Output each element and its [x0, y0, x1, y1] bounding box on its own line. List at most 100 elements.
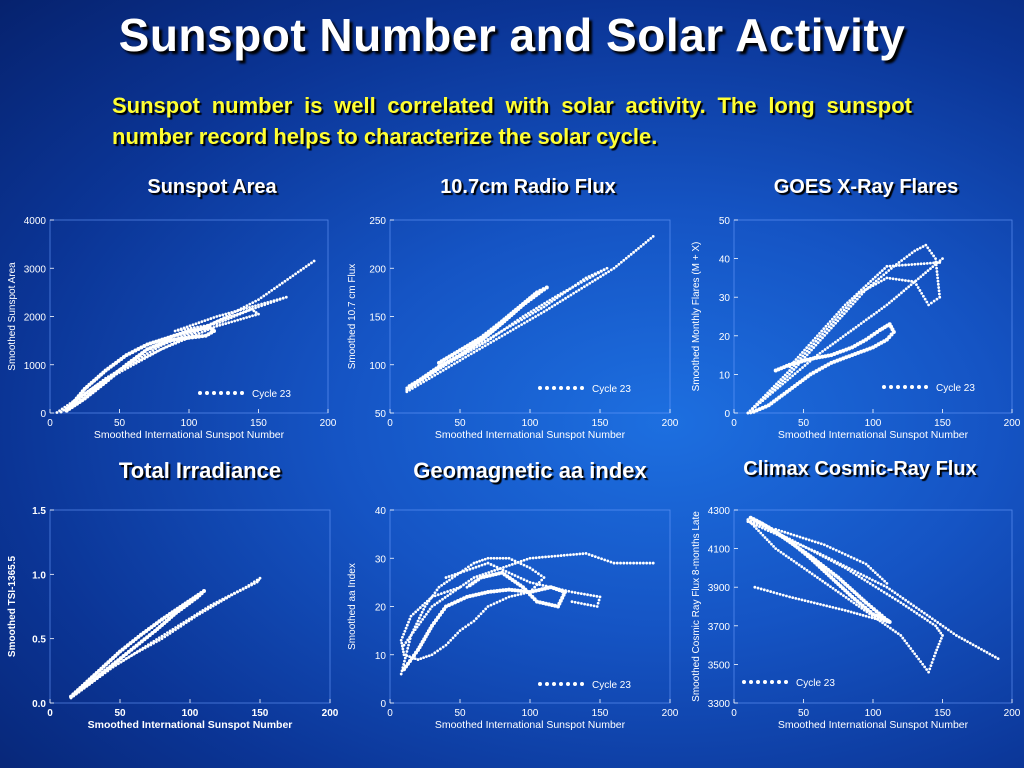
- data-point: [511, 328, 515, 331]
- data-point: [825, 544, 829, 548]
- data-point: [430, 375, 434, 379]
- data-point: [244, 310, 248, 314]
- data-point: [619, 260, 623, 264]
- data-point: [857, 605, 861, 608]
- data-point: [523, 321, 526, 325]
- data-point: [418, 616, 421, 620]
- data-point: [918, 613, 921, 617]
- data-point: [598, 595, 602, 599]
- data-point: [101, 673, 104, 677]
- data-point: [283, 279, 287, 283]
- y-tick-label: 3300: [708, 699, 731, 710]
- data-point: [596, 276, 600, 280]
- data-point: [212, 325, 216, 329]
- data-point: [923, 297, 927, 301]
- data-point: [828, 546, 832, 549]
- data-point: [136, 347, 141, 352]
- data-point: [607, 270, 611, 273]
- data-point: [882, 584, 886, 588]
- data-point: [212, 316, 216, 319]
- data-point: [196, 325, 199, 329]
- data-point: [901, 263, 904, 267]
- data-point: [190, 617, 194, 621]
- data-point: [828, 320, 832, 323]
- data-point: [596, 601, 600, 605]
- data-point: [797, 563, 801, 567]
- data-point: [467, 565, 470, 569]
- data-point: [257, 305, 260, 309]
- data-point: [855, 292, 859, 296]
- data-point: [554, 586, 558, 590]
- data-point: [138, 358, 142, 362]
- data-point: [807, 538, 811, 542]
- legend-marker: [226, 391, 230, 395]
- data-point: [807, 343, 811, 347]
- data-point: [124, 657, 128, 661]
- data-point: [575, 552, 579, 556]
- data-point: [481, 609, 485, 613]
- data-point: [781, 382, 785, 386]
- data-point: [788, 369, 791, 372]
- data-point: [439, 592, 443, 596]
- data-point: [77, 690, 81, 694]
- data-point: [835, 313, 839, 316]
- data-point: [957, 635, 961, 639]
- data-point: [908, 253, 911, 257]
- data-point: [934, 257, 937, 260]
- legend-marker: [552, 682, 556, 686]
- data-point: [934, 651, 937, 655]
- data-point: [810, 539, 814, 543]
- data-point: [531, 568, 535, 572]
- data-point: [823, 354, 828, 359]
- data-point: [827, 325, 831, 329]
- data-point: [165, 633, 169, 637]
- data-point: [551, 586, 555, 589]
- data-point: [135, 359, 139, 363]
- data-point: [642, 561, 645, 565]
- data-point: [844, 333, 848, 337]
- data-point: [902, 257, 906, 260]
- data-point: [489, 603, 493, 607]
- data-point: [746, 411, 750, 415]
- data-point: [827, 556, 831, 560]
- data-point: [467, 354, 470, 357]
- data-point: [777, 528, 781, 532]
- data-point: [772, 591, 776, 594]
- y-tick-label: 4100: [708, 545, 731, 556]
- data-point: [184, 335, 188, 339]
- data-point: [930, 661, 934, 664]
- data-point: [766, 403, 771, 408]
- data-point: [834, 588, 838, 592]
- data-point: [430, 623, 434, 628]
- data-point: [444, 576, 448, 579]
- data-point: [513, 594, 517, 597]
- data-point: [439, 370, 442, 374]
- data-point: [853, 300, 857, 303]
- data-point: [930, 251, 934, 255]
- data-point: [913, 652, 917, 656]
- data-point: [239, 589, 242, 593]
- data-point: [749, 516, 753, 520]
- data-point: [179, 624, 183, 628]
- data-point: [870, 616, 874, 620]
- data-point: [524, 313, 528, 317]
- data-point: [639, 244, 643, 248]
- data-point: [798, 543, 802, 547]
- data-point: [792, 368, 796, 371]
- data-point: [405, 623, 409, 627]
- data-point: [209, 606, 212, 609]
- data-point: [469, 621, 473, 625]
- data-point: [556, 604, 560, 609]
- data-point: [547, 602, 551, 607]
- data-point: [444, 363, 448, 367]
- data-point: [870, 314, 873, 318]
- data-point: [405, 654, 409, 658]
- data-point: [561, 298, 565, 302]
- data-point: [484, 572, 488, 575]
- data-point: [538, 583, 542, 587]
- data-point: [819, 602, 822, 606]
- data-point: [236, 318, 240, 322]
- data-point: [791, 374, 794, 378]
- data-point: [896, 593, 899, 597]
- data-point: [534, 588, 538, 593]
